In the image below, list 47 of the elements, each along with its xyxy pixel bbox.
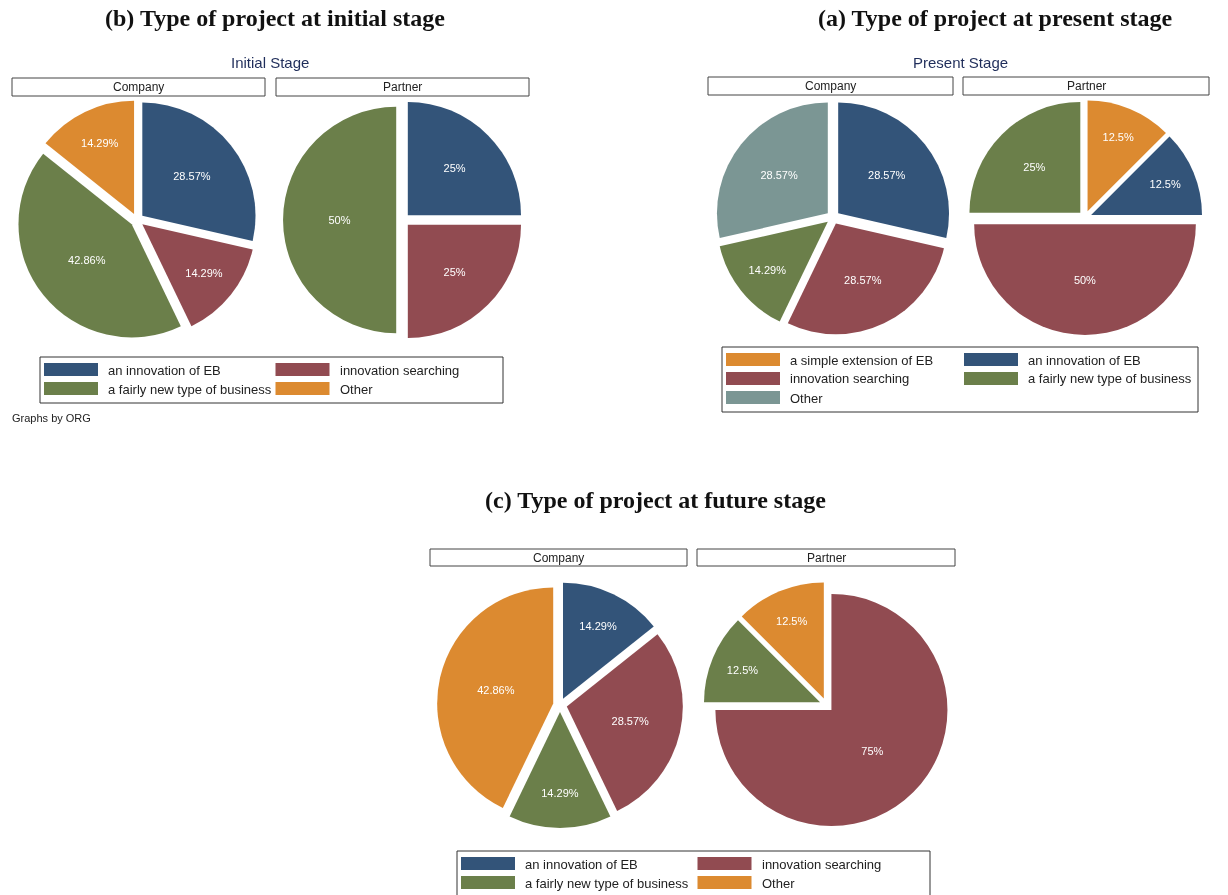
legend-label: a fairly new type of business [525,876,689,891]
data-label: 25% [443,265,466,278]
data-label: 14.29% [579,619,617,632]
chart-title: (c) Type of project at future stage [485,487,827,513]
legend-label: innovation searching [790,371,910,386]
chart-title: (b) Type of project at initial stage [105,5,446,31]
data-label: 12.5% [1149,178,1181,191]
slice-label: Partner [383,80,423,94]
legend-label: an innovation of EB [108,363,221,378]
legend-label: Other [762,876,796,891]
chart-title: (a) Type of project at present stage [818,5,1173,31]
data-label: 28.57% [844,273,882,286]
legend-label: innovation searching [762,857,882,872]
slice-label: Company [113,80,165,94]
data-label: 28.57% [868,168,906,181]
data-label: 50% [328,214,351,226]
slice-label: Company [533,551,585,565]
data-label: 28.57% [760,168,798,181]
legend-label: innovation searching [340,363,460,378]
chart-subtitle: Present Stage [913,54,1009,71]
slice-label: Partner [1067,79,1107,93]
data-label: 42.86% [68,253,106,266]
chart-subtitle: Initial Stage [231,54,310,71]
legend-label: Other [790,391,824,406]
legend-label: an innovation of EB [525,857,638,872]
data-label: 14.29% [81,136,119,149]
legend-label: Other [340,382,374,397]
data-label: 12.5% [726,664,759,677]
legend-label: a fairly new type of business [108,382,272,397]
data-label: 14.29% [541,786,579,799]
data-label: 14.29% [748,263,787,276]
data-label: 28.57% [611,715,650,728]
data-label: 25% [1023,160,1046,173]
data-label: 28.57% [173,170,211,183]
data-label: 12.5% [1102,131,1134,144]
data-label: 50% [1073,273,1097,286]
slice-label: Partner [807,551,847,565]
legend-label: a simple extension of EB [790,353,934,368]
legend-label: a fairly new type of business [1028,371,1192,386]
data-label: 14.29% [185,267,223,280]
data-label: 75% [861,744,884,757]
data-label: 42.86% [477,684,515,697]
legend-label: an innovation of EB [1028,353,1141,368]
data-label: 12.5% [776,615,808,628]
text: Graphs by ORG [12,412,91,424]
slice-label: Company [805,79,857,93]
data-label: 25% [443,162,466,175]
